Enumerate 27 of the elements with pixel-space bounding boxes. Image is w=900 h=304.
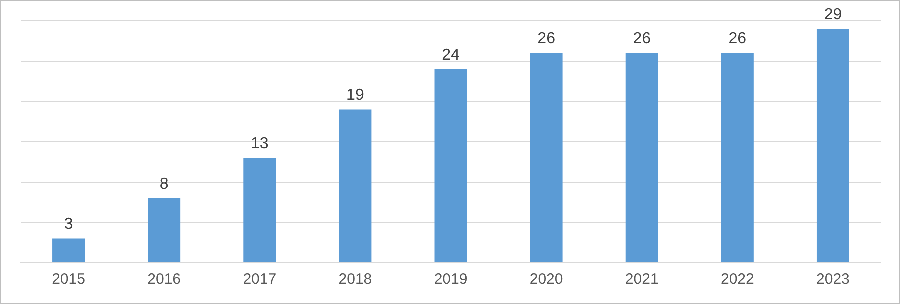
bar bbox=[530, 53, 563, 262]
x-tick-label: 2015 bbox=[52, 271, 86, 288]
data-label: 24 bbox=[442, 46, 460, 64]
bar bbox=[816, 29, 850, 262]
data-label: 26 bbox=[538, 30, 556, 48]
data-label: 29 bbox=[824, 6, 842, 24]
data-label: 13 bbox=[250, 136, 269, 153]
data-label: 19 bbox=[346, 87, 364, 104]
x-tick-label: 2020 bbox=[530, 271, 564, 288]
bar bbox=[339, 110, 372, 262]
data-label: 26 bbox=[728, 30, 747, 48]
data-label: 8 bbox=[160, 176, 169, 193]
bar bbox=[721, 53, 754, 262]
bar bbox=[148, 198, 181, 262]
data-label: 3 bbox=[64, 216, 74, 234]
bar bbox=[244, 158, 276, 262]
x-tick-label: 2017 bbox=[243, 271, 277, 288]
bar bbox=[626, 53, 658, 262]
x-tick-label: 2023 bbox=[816, 271, 850, 288]
data-label: 26 bbox=[633, 30, 652, 48]
x-tick-label: 2019 bbox=[434, 271, 468, 288]
x-tick-label: 2016 bbox=[148, 271, 182, 288]
bar bbox=[52, 238, 86, 262]
x-tick-label: 2022 bbox=[720, 271, 754, 288]
x-tick-label: 2018 bbox=[338, 271, 372, 288]
bar bbox=[434, 69, 468, 262]
x-tick-label: 2021 bbox=[625, 271, 659, 288]
